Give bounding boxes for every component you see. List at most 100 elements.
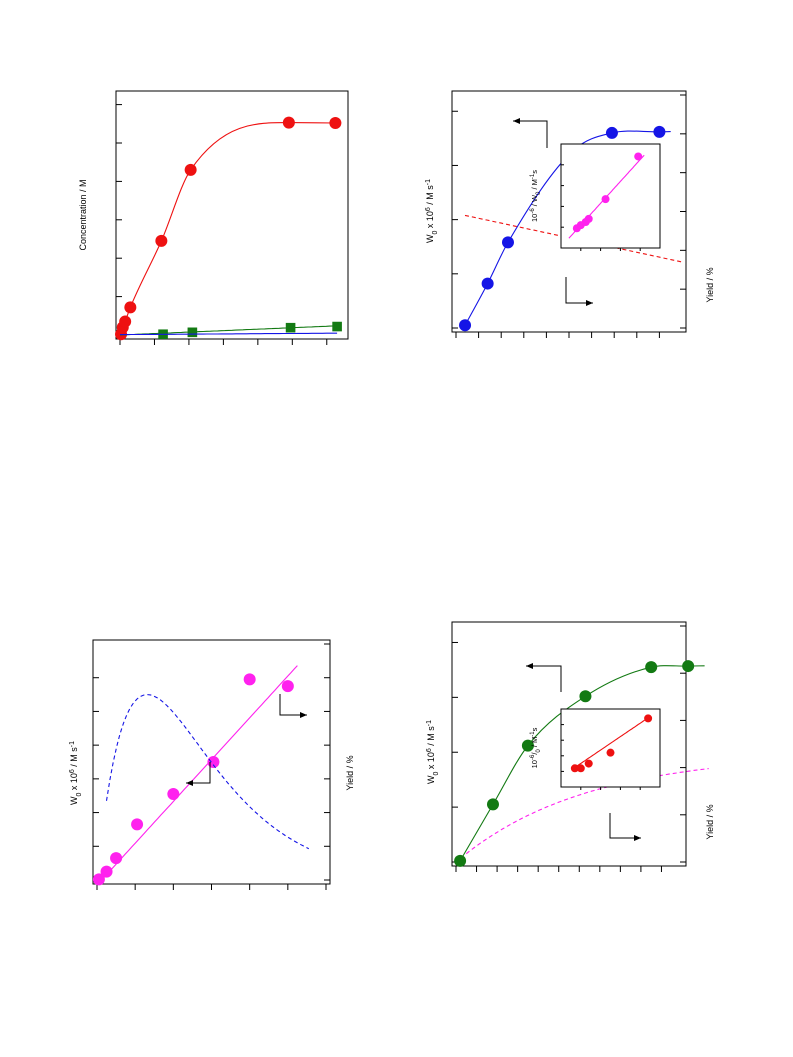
y-label-part: x 10 <box>69 773 79 793</box>
inset-label-sub: 0 <box>536 191 542 195</box>
y-label-part: / M s <box>69 747 79 769</box>
y-label-part: x 10 <box>426 752 436 772</box>
panel-a-series-0-point <box>184 163 197 176</box>
panel-c: W0 x 106 / M s-1 Yield / % <box>69 639 355 890</box>
y-label-part: W <box>425 234 435 243</box>
panel-b-right-axis-arrow <box>565 277 593 304</box>
panel-a-series-0-point <box>155 234 168 247</box>
panel-a-series-0-fit-line <box>120 122 336 335</box>
panel-a-series-0-point <box>282 116 295 129</box>
y-label-sup: 6 <box>69 769 76 773</box>
panel-b-series-1-fit-line <box>464 214 683 263</box>
panel-d-right-arrowhead <box>634 835 641 841</box>
panel-b-inset: 10-6 / W0 / M-1s <box>530 143 661 251</box>
panel-b-inset-frame <box>560 143 661 249</box>
inset-label-part: 10 <box>530 760 539 768</box>
y-label-sub: 0 <box>432 231 439 235</box>
panel-a-series-2-fit-line <box>120 332 338 336</box>
panel-d-series-0-point <box>454 854 467 867</box>
panel-d-left-arrowhead <box>526 663 533 669</box>
panel-d-inset-frame <box>560 708 661 788</box>
panel-d-series-1-fit-line <box>465 768 709 855</box>
panel-c-left-arrowhead <box>186 780 193 786</box>
y-label-sup: -1 <box>426 720 433 726</box>
panel-d-series-0-point <box>521 739 534 752</box>
y-label-sub: 0 <box>433 772 440 776</box>
panel-c-series-0-point <box>281 680 294 693</box>
panel-c-y-axis-label: W0 x 106 / M s-1 <box>69 741 83 805</box>
panel-d-inset-y-label: 10-6/0 / M-1s <box>530 727 542 768</box>
panel-d-inset-series-0-point <box>606 748 615 757</box>
inset-label-sup: -1 <box>530 731 536 737</box>
panel-c-left-axis-arrow <box>186 762 211 784</box>
inset-label-sub: 0 <box>536 749 542 753</box>
y-label-sup: -1 <box>69 741 76 747</box>
panel-c-right-arrowhead <box>300 712 307 718</box>
panel-c-series-0-point <box>131 818 144 831</box>
y-label-sup: 6 <box>425 207 432 211</box>
panel-d-inset-series-0-point <box>584 759 593 768</box>
panel-d-y-axis-label: W0 x 106 / M s-1 <box>426 720 440 784</box>
panel-d-plot-frame <box>451 621 687 867</box>
y-label-part: / M s <box>425 185 435 207</box>
inset-label-part: 10 <box>530 214 539 222</box>
panel-a-series-1-point <box>332 321 342 332</box>
panel-a-series-0-point <box>119 315 132 328</box>
panel-b-series-0-point <box>481 277 494 290</box>
panel-b-y2-axis-label: Yield / % <box>705 267 715 302</box>
panel-a-series-1-point <box>187 327 198 338</box>
panel-c-series-0-fit-line <box>102 665 298 880</box>
panel-b-left-arrowhead <box>513 118 520 124</box>
panel-c-series-0-point <box>100 865 113 878</box>
inset-label-part: / W <box>530 194 539 208</box>
panel-c-y2-axis-label: Yield / % <box>345 755 355 790</box>
panel-d-inset-series-0-point <box>570 764 579 773</box>
inset-label-part: / M <box>530 737 539 750</box>
panel-a-plot-frame <box>115 90 349 340</box>
y-label-part: W <box>426 775 436 784</box>
panel-b-series-0-point <box>653 125 666 138</box>
panel-b-y-axis-label: W0 x 106 / M s-1 <box>425 179 439 243</box>
panel-d-inset: 10-6/0 / M-1s <box>530 708 661 790</box>
y-label-part: x 10 <box>425 211 435 231</box>
panel-d-series-0-point <box>645 661 658 674</box>
panel-d-inset-series-0-point <box>644 714 653 723</box>
y-label-part: W <box>69 796 79 805</box>
panel-c-series-0-point <box>92 873 105 886</box>
panel-d-left-axis-arrow <box>526 665 562 692</box>
panel-c-series-0-point <box>167 788 180 801</box>
y-label-sub: 0 <box>76 793 83 797</box>
panel-b-series-0-point <box>605 126 618 139</box>
panel-d-inset-series-0-fit-line <box>571 716 650 770</box>
inset-label-part: s <box>530 170 539 174</box>
panel-a-series-1-fit-line <box>119 325 338 336</box>
inset-label-sup: -1 <box>530 173 536 179</box>
panel-b-right-arrowhead <box>586 300 593 306</box>
panel-c-series-0-point <box>110 852 123 865</box>
panel-b-inset-series-0-point <box>601 195 610 204</box>
inset-label-part: s <box>530 727 539 731</box>
panel-c-series-0-point <box>207 756 220 768</box>
panel-d-right-axis-arrow <box>609 813 641 839</box>
panel-a-series-0-point <box>124 301 137 314</box>
panel-b-inset-series-0-point <box>584 214 593 223</box>
panel-d: W0 x 106 / M s-1 Yield / % 10-6/0 / M-1s <box>426 621 715 872</box>
panel-a-series-0-point <box>329 117 342 130</box>
inset-label-part: / M <box>530 179 539 192</box>
panel-a-series-1-point <box>285 322 296 333</box>
panel-d-y2-axis-label: Yield / % <box>705 804 715 839</box>
panel-a-y-axis-label: Concentration / M <box>78 179 88 250</box>
panel-d-series-0-point <box>486 798 499 811</box>
panel-b-left-axis-arrow <box>513 120 548 148</box>
panel-b-inset-y-label: 10-6 / W0 / M-1s <box>530 170 542 222</box>
inset-label-sup: -6 <box>530 208 536 214</box>
panel-d-series-0-point <box>579 690 592 703</box>
panel-b-series-0-point <box>501 236 514 249</box>
panel-a: Concentration / M <box>78 90 349 345</box>
panel-b-series-0-point <box>459 319 472 332</box>
panel-d-inset-series-0-point <box>576 764 585 773</box>
inset-label-sup: -6 <box>530 754 536 760</box>
panel-b-inset-series-0-point <box>634 152 643 161</box>
